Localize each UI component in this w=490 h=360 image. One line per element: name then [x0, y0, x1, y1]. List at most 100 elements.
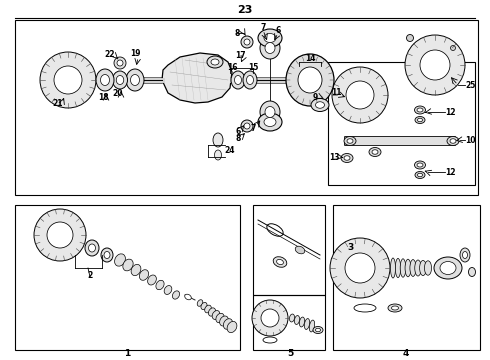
Text: 12: 12 — [445, 108, 456, 117]
Ellipse shape — [116, 76, 124, 85]
Ellipse shape — [330, 238, 390, 298]
Ellipse shape — [244, 123, 250, 129]
Text: 19: 19 — [130, 49, 140, 58]
Ellipse shape — [185, 294, 191, 300]
Text: 17: 17 — [235, 50, 245, 59]
Ellipse shape — [417, 163, 423, 167]
Ellipse shape — [265, 107, 275, 117]
Text: 6: 6 — [235, 126, 241, 135]
Bar — [253, 295, 325, 350]
Ellipse shape — [201, 302, 207, 310]
Ellipse shape — [344, 136, 356, 145]
Ellipse shape — [114, 57, 126, 69]
Text: 15: 15 — [248, 63, 258, 72]
Ellipse shape — [420, 50, 450, 80]
Text: 12: 12 — [445, 167, 456, 176]
Ellipse shape — [290, 314, 294, 322]
Ellipse shape — [212, 311, 220, 319]
Ellipse shape — [417, 118, 422, 122]
Ellipse shape — [295, 246, 305, 254]
Ellipse shape — [400, 259, 406, 277]
Ellipse shape — [468, 267, 475, 276]
Ellipse shape — [244, 39, 250, 45]
Text: 21: 21 — [53, 99, 63, 108]
Ellipse shape — [213, 133, 223, 147]
Text: 23: 23 — [237, 5, 253, 15]
Ellipse shape — [216, 313, 224, 323]
Ellipse shape — [424, 261, 432, 275]
Ellipse shape — [392, 306, 398, 310]
Ellipse shape — [211, 59, 219, 65]
Ellipse shape — [96, 69, 114, 91]
Ellipse shape — [391, 258, 395, 278]
Ellipse shape — [407, 35, 414, 41]
Ellipse shape — [447, 136, 459, 145]
Ellipse shape — [273, 257, 287, 267]
Ellipse shape — [223, 319, 233, 329]
Ellipse shape — [258, 113, 282, 131]
Text: 16: 16 — [227, 63, 237, 72]
Text: 18: 18 — [98, 93, 108, 102]
Ellipse shape — [313, 327, 323, 333]
Bar — [15, 20, 478, 195]
Ellipse shape — [417, 108, 423, 112]
Ellipse shape — [344, 156, 350, 160]
Ellipse shape — [89, 244, 96, 252]
Ellipse shape — [298, 67, 322, 93]
Ellipse shape — [117, 60, 123, 66]
Ellipse shape — [172, 291, 179, 299]
Ellipse shape — [415, 161, 425, 169]
Ellipse shape — [164, 285, 172, 294]
Text: 8: 8 — [235, 134, 241, 143]
Ellipse shape — [304, 319, 310, 329]
Ellipse shape — [372, 150, 378, 154]
Text: 2: 2 — [87, 270, 93, 279]
Ellipse shape — [130, 75, 140, 86]
Ellipse shape — [345, 253, 375, 283]
Ellipse shape — [85, 240, 99, 256]
FancyBboxPatch shape — [344, 136, 456, 145]
Ellipse shape — [450, 139, 456, 143]
Ellipse shape — [252, 300, 288, 336]
Ellipse shape — [294, 316, 299, 324]
Text: 14: 14 — [305, 54, 315, 63]
Ellipse shape — [450, 45, 456, 50]
Ellipse shape — [434, 257, 462, 279]
Bar — [328, 62, 475, 185]
Text: 4: 4 — [403, 348, 409, 357]
Ellipse shape — [415, 117, 425, 123]
Ellipse shape — [311, 99, 329, 112]
Ellipse shape — [419, 260, 426, 276]
Text: 11: 11 — [331, 87, 341, 96]
Text: 25: 25 — [465, 81, 475, 90]
Ellipse shape — [316, 102, 324, 108]
Ellipse shape — [264, 33, 276, 42]
Ellipse shape — [205, 305, 211, 313]
Ellipse shape — [40, 52, 96, 108]
Text: 13: 13 — [329, 153, 339, 162]
Ellipse shape — [246, 76, 253, 85]
Ellipse shape — [131, 264, 141, 276]
Text: 7: 7 — [250, 123, 256, 132]
Text: 24: 24 — [225, 145, 235, 154]
Ellipse shape — [286, 54, 334, 106]
Ellipse shape — [215, 150, 221, 160]
Ellipse shape — [415, 260, 421, 276]
Ellipse shape — [316, 328, 320, 332]
Ellipse shape — [147, 275, 156, 285]
Text: 8: 8 — [234, 28, 240, 37]
Ellipse shape — [100, 75, 109, 86]
Ellipse shape — [241, 120, 253, 132]
Ellipse shape — [415, 171, 425, 179]
Ellipse shape — [369, 148, 381, 157]
Ellipse shape — [388, 304, 402, 312]
Ellipse shape — [415, 106, 425, 114]
Ellipse shape — [227, 321, 237, 333]
Text: 20: 20 — [113, 89, 123, 98]
Ellipse shape — [34, 209, 86, 261]
Ellipse shape — [410, 260, 416, 276]
Ellipse shape — [261, 309, 279, 327]
Ellipse shape — [264, 117, 276, 126]
Ellipse shape — [260, 101, 280, 123]
Ellipse shape — [346, 81, 374, 109]
